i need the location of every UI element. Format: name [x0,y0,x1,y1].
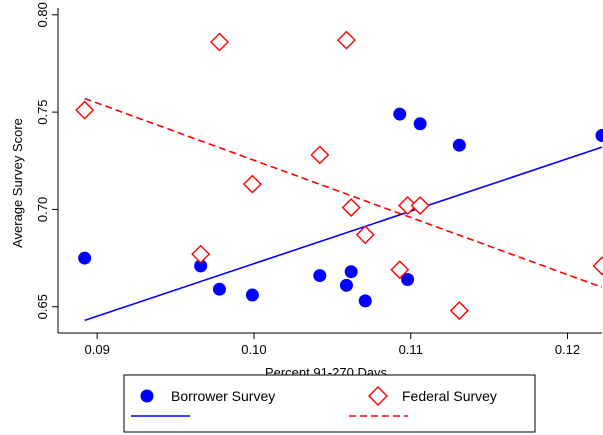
data-point-borrower-survey [344,265,358,279]
axes-layer: 0.09 0.10 0.11 0.12 0.65 0.70 0.75 0.80 [35,2,602,357]
data-point-borrower-survey [78,251,92,265]
data-point-federal-survey [449,301,469,321]
data-point-borrower-survey [452,138,466,152]
data-point-borrower-survey [194,259,208,273]
y-axis-label: Average Survey Score [10,118,25,248]
data-point-borrower-survey [339,278,353,292]
data-point-federal-survey [390,260,410,280]
plot-layer [75,30,603,322]
data-point-federal-survey [398,196,418,216]
data-point-federal-survey [355,225,375,245]
data-point-borrower-survey [313,269,327,283]
legend-marker-federal-survey [368,386,388,406]
data-point-federal-survey [242,174,262,194]
fit-line-federal-survey [84,97,603,289]
y-tick-label: 0.80 [35,2,50,27]
y-tick-label: 0.75 [35,99,50,124]
data-point-federal-survey [191,244,211,264]
data-point-federal-survey [209,32,229,52]
legend-label-federal-survey: Federal Survey [402,388,497,404]
legend-marker-borrower-survey [140,389,154,403]
x-tick-label: 0.12 [555,342,580,357]
data-point-federal-survey [336,30,356,50]
y-tick-label: 0.70 [35,197,50,222]
data-point-borrower-survey [595,128,603,142]
legend-label-borrower-survey: Borrower Survey [171,388,275,404]
fit-line-borrower-survey [84,146,603,322]
x-tick-label: 0.10 [241,342,266,357]
data-point-borrower-survey [393,107,407,121]
x-tick-label: 0.09 [85,342,110,357]
legend-box [123,374,536,433]
data-point-borrower-survey [212,282,226,296]
data-point-federal-survey [341,197,361,217]
data-point-federal-survey [592,256,603,276]
data-point-federal-survey [410,196,430,216]
data-point-borrower-survey [413,117,427,131]
data-point-federal-survey [310,145,330,165]
data-point-borrower-survey [401,272,415,286]
data-point-borrower-survey [245,288,259,302]
data-point-federal-survey [75,100,95,120]
data-point-borrower-survey [358,294,372,308]
x-tick-label: 0.11 [399,342,423,357]
legend: Borrower Survey Federal Survey [123,374,536,433]
y-tick-label: 0.65 [35,294,50,319]
